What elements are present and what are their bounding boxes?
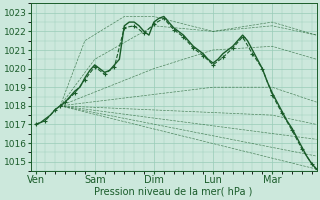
X-axis label: Pression niveau de la mer( hPa ): Pression niveau de la mer( hPa ) xyxy=(94,187,253,197)
